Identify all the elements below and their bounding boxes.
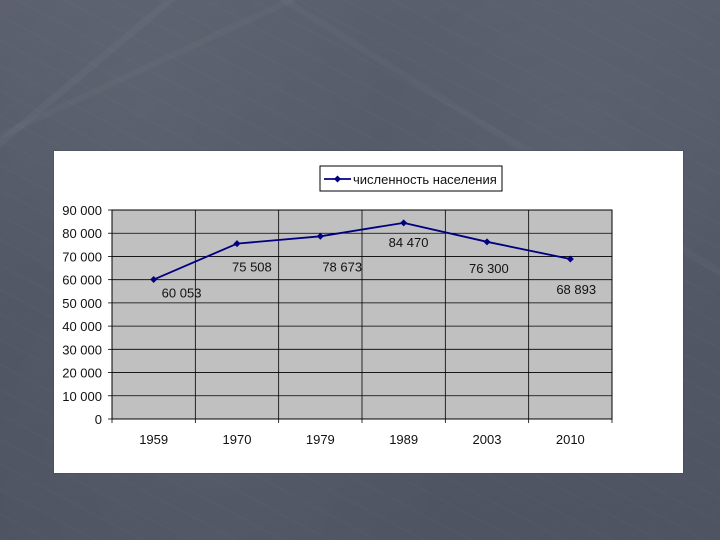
y-tick-label: 90 000 — [62, 203, 102, 218]
series-point — [150, 276, 158, 284]
data-label: 76 300 — [469, 261, 509, 276]
legend-label: численность населения — [353, 172, 497, 187]
series-point — [316, 232, 324, 240]
legend: численность населения — [319, 165, 503, 192]
y-tick-label: 20 000 — [62, 366, 102, 381]
y-tick-label: 0 — [95, 412, 102, 427]
series-point — [483, 238, 491, 246]
population-chart: численность населения 0 10 000 20 000 30 00… — [54, 151, 683, 473]
plot-layer: 0 10 000 20 000 30 000 40 000 50 000 60 000 70 … — [62, 203, 613, 447]
x-tick-label: 1959 — [139, 432, 168, 447]
y-tick-label: 50 000 — [62, 296, 102, 311]
series-point — [566, 255, 574, 263]
y-tick-label: 30 000 — [62, 342, 102, 357]
x-tick-label: 1989 — [389, 432, 418, 447]
x-tick-label: 2003 — [473, 432, 502, 447]
chart-card: численность населения 0 10 000 20 000 30 00… — [54, 151, 683, 473]
y-tick-label: 80 000 — [62, 226, 102, 241]
x-tick-label: 1970 — [223, 432, 252, 447]
data-label: 84 470 — [389, 235, 429, 250]
y-tick-label: 60 000 — [62, 273, 102, 288]
y-tick-label: 10 000 — [62, 389, 102, 404]
x-tick-label: 2010 — [556, 432, 585, 447]
x-tick-label: 1979 — [306, 432, 335, 447]
data-label: 78 673 — [322, 259, 362, 274]
data-label: 75 508 — [232, 260, 272, 275]
legend-diamond-marker-icon — [334, 175, 341, 183]
series-line — [152, 221, 572, 281]
series-point — [233, 240, 241, 248]
series-point — [400, 219, 408, 227]
y-tick-label: 40 000 — [62, 319, 102, 334]
data-label: 60 053 — [162, 286, 202, 301]
y-tick-label: 70 000 — [62, 249, 102, 264]
data-label: 68 893 — [556, 282, 596, 297]
